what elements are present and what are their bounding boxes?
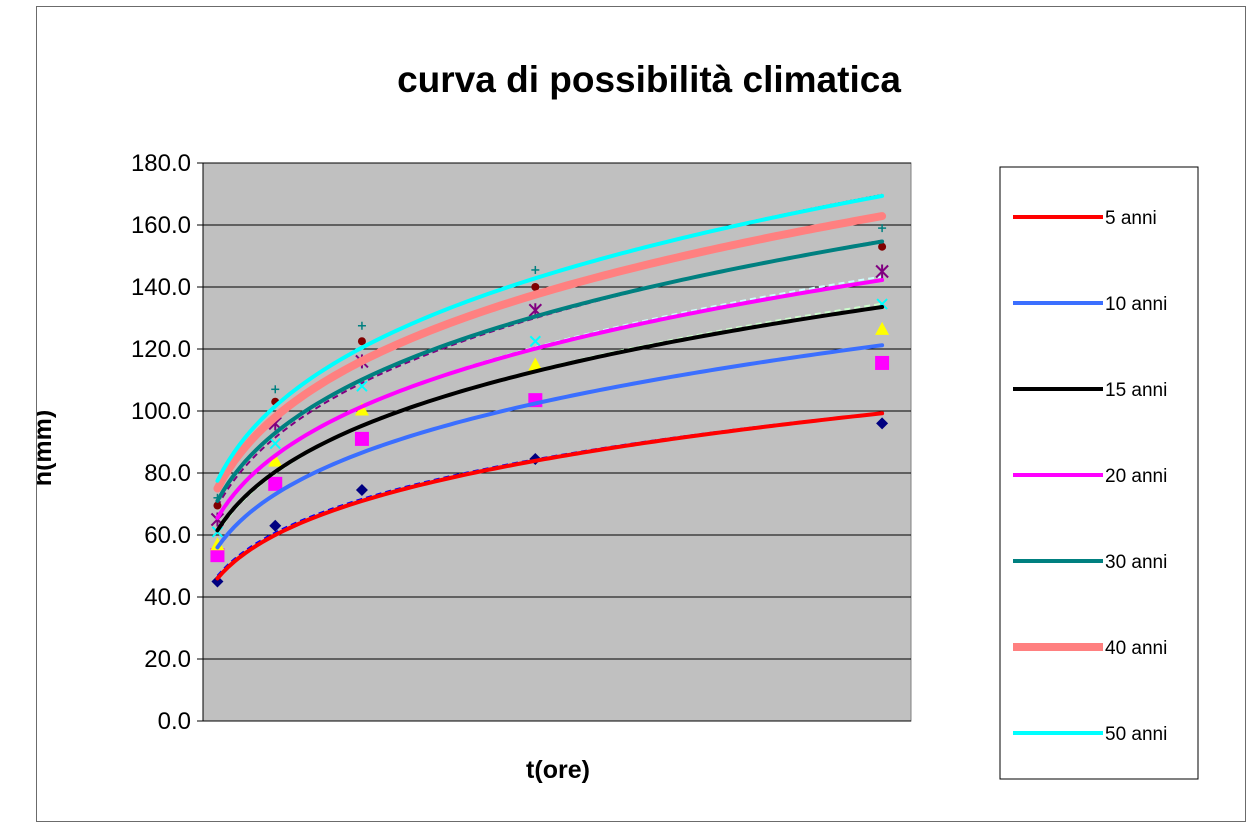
legend-label-7: 50 anni (1105, 724, 1167, 745)
y-tick-label: 160.0 (131, 212, 191, 239)
data-point (269, 437, 281, 450)
trend-curves-layer (213, 193, 887, 581)
data-point (355, 484, 368, 497)
marker-stroke (356, 380, 368, 392)
data-point (531, 283, 540, 291)
data-point (210, 548, 225, 563)
trend-curve-2 (215, 343, 885, 550)
trend-curve-7 (215, 193, 885, 483)
y-tick-label: 120.0 (131, 336, 191, 363)
y-tick-label: 40.0 (144, 584, 191, 611)
data-point (875, 355, 890, 370)
legend-label-5: 30 anni (1105, 552, 1167, 573)
legend-label-2: 10 anni (1105, 294, 1167, 315)
data-point (269, 519, 282, 532)
data-point (528, 357, 543, 371)
y-tick-label: 140.0 (131, 274, 191, 301)
data-point (210, 537, 225, 551)
marker-stroke (269, 437, 281, 450)
data-point (875, 264, 889, 279)
data-point (875, 321, 890, 335)
trend-curve-6 (213, 212, 887, 493)
trend-curve-4 (215, 278, 885, 520)
data-point (268, 476, 283, 491)
y-tick-label: 100.0 (131, 398, 191, 425)
data-point (211, 575, 224, 588)
data-point (357, 337, 366, 346)
legend-label-3: 15 anni (1105, 380, 1167, 401)
y-tick-label: 0.0 (158, 708, 191, 735)
plot-area (202, 162, 912, 722)
y-axis-title: h(mm) (37, 410, 57, 486)
x-axis-title: t(ore) (526, 756, 590, 784)
chart-svg: curva di possibilità climatica 0.0 20.0 40… (37, 59, 1199, 784)
legend-label-6: 40 anni (1105, 638, 1167, 659)
y-tick-label: 180.0 (131, 150, 191, 177)
data-point (529, 335, 542, 347)
y-axis-ticks: 0.0 20.0 40.0 60.0 80.0 100.0 120.0 140.0 160.0 1… (131, 150, 203, 735)
data-point (354, 402, 369, 416)
data-point (357, 321, 366, 330)
chart-title: curva di possibilità climatica (397, 59, 901, 100)
chart-frame: curva di possibilità climatica 0.0 20.0 40… (36, 6, 1246, 822)
y-tick-label: 80.0 (144, 460, 191, 487)
data-point (531, 265, 540, 274)
legend-label-4: 20 anni (1105, 466, 1167, 487)
data-point (271, 385, 280, 394)
y-tick-label: 20.0 (144, 646, 191, 673)
trend-curve-3 (215, 304, 885, 533)
data-point (268, 453, 283, 467)
data-point (876, 417, 889, 430)
marker-stroke (529, 335, 542, 347)
trend-curve-1 (215, 411, 885, 581)
data-point (213, 501, 222, 510)
data-point (878, 224, 887, 233)
data-point (354, 431, 369, 446)
legend: 5 anni 10 anni 15 anni 20 anni 30 anni 40 ann… (999, 166, 1199, 780)
legend-label-1: 5 anni (1105, 208, 1157, 229)
trend-curve-5 (215, 239, 885, 503)
y-tick-label: 60.0 (144, 522, 191, 549)
gridlines (202, 162, 911, 722)
data-point (878, 242, 887, 251)
